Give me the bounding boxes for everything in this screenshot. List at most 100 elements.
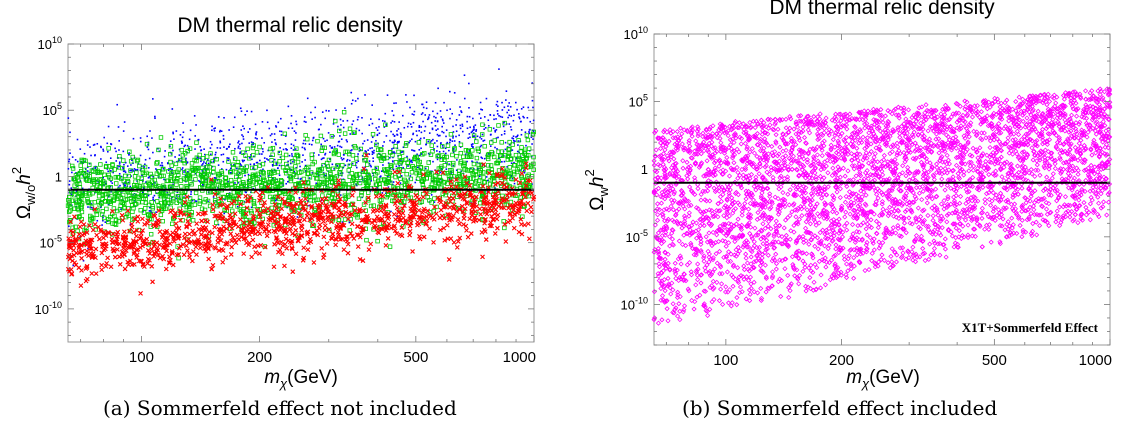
data-point-a-s0 [326,139,328,142]
data-point-a-s0 [171,168,173,171]
data-point-a-s0 [368,153,371,155]
data-point-a-s1 [137,163,142,169]
data-point-a-s1 [79,209,85,215]
data-point-a-s1 [275,181,280,187]
data-point-a-s1 [175,169,180,175]
data-point-a-s0 [424,125,427,128]
data-point-a-s0 [517,140,520,142]
data-point-a-s0 [275,125,277,127]
data-point-b-s0 [793,214,799,220]
data-point-a-s1 [211,169,216,175]
data-point-a-s0 [406,155,408,158]
data-point-a-s0 [239,162,241,165]
data-point-a-s1 [162,201,167,207]
data-point-a-s0 [414,154,417,157]
data-point-a-s0 [246,110,248,112]
data-point-a-s0 [399,182,402,184]
data-point-a-s0 [421,103,423,106]
data-point-a-s0 [495,118,497,120]
data-point-a-s0 [524,131,527,134]
data-point-a-s1 [112,221,117,227]
data-point-a-s1 [358,146,364,152]
data-point-a-s0 [378,118,380,121]
data-point-a-s0 [117,186,120,189]
data-point-a-s0 [261,137,263,139]
data-point-a-s1 [377,181,382,186]
data-point-a-s0 [191,199,194,202]
data-point-a-s1 [251,152,256,158]
data-point-a-s0 [86,144,89,146]
data-point-a-s0 [175,195,178,197]
data-point-a-s0 [409,106,411,109]
data-point-b-s0 [743,251,749,257]
data-point-a-s1 [254,150,260,155]
data-point-a-s1 [160,167,166,172]
data-point-a-s1 [252,203,257,209]
data-point-a-s0 [266,121,269,124]
x-axis-label-a: mχ(GeV) [264,367,338,391]
data-point-a-s1 [228,177,234,183]
data-point-a-s2 [206,256,212,262]
data-point-a-s2 [483,237,489,242]
data-point-b-s0 [965,222,971,228]
data-point-a-s1 [120,192,126,198]
data-point-a-s0 [417,158,420,161]
data-point-a-s1 [522,149,528,155]
data-point-a-s0 [118,140,120,142]
data-point-a-s1 [319,179,324,185]
data-point-a-s1 [163,200,168,205]
data-point-a-s1 [458,150,463,156]
data-point-a-s0 [122,130,125,132]
data-point-a-s0 [468,150,471,152]
data-point-a-s1 [520,214,525,219]
data-point-a-s0 [163,189,165,192]
data-point-a-s0 [337,125,339,128]
data-point-a-s0 [277,121,280,124]
data-point-a-s0 [358,129,361,132]
data-point-a-s2 [288,226,293,232]
data-point-a-s1 [513,152,519,158]
data-point-a-s0 [400,160,402,162]
data-point-a-s0 [472,132,475,135]
data-point-a-s0 [433,148,435,150]
data-point-a-s2 [361,208,366,214]
data-point-b-s0 [723,243,729,249]
data-point-a-s1 [108,190,113,196]
data-point-a-s0 [371,147,373,149]
data-point-a-s0 [279,130,281,133]
data-point-a-s1 [76,191,82,196]
data-point-a-s1 [223,183,229,188]
data-point-a-s0 [242,160,244,163]
data-point-a-s2 [265,222,271,228]
data-point-a-s0 [124,171,127,174]
data-point-a-s0 [331,147,333,149]
data-point-a-s0 [411,113,414,115]
data-point-a-s0 [455,135,457,138]
data-point-a-s0 [167,169,170,172]
data-point-a-s0 [217,164,220,166]
data-point-a-s0 [401,151,403,153]
data-point-a-s1 [523,156,529,161]
data-point-a-s1 [476,166,482,172]
data-point-a-s0 [291,127,294,129]
data-point-a-s0 [481,133,484,136]
data-point-a-s1 [507,146,512,152]
data-point-a-s0 [466,160,468,163]
data-point-a-s2 [279,251,285,257]
data-point-a-s0 [219,129,222,132]
data-point-a-s2 [450,196,456,201]
data-point-a-s1 [159,206,164,212]
data-point-a-s0 [409,123,412,125]
data-point-a-s1 [452,146,457,151]
data-point-a-s2 [373,194,379,199]
data-point-a-s0 [384,112,387,115]
data-point-a-s0 [155,211,157,213]
data-point-a-s0 [271,163,274,166]
data-point-a-s1 [70,166,76,171]
data-point-b-s0 [677,308,683,314]
data-point-a-s1 [327,190,332,195]
data-point-a-s0 [442,150,445,153]
data-point-a-s0 [230,172,233,174]
data-point-a-s1 [241,221,246,226]
data-point-b-s0 [743,255,749,261]
